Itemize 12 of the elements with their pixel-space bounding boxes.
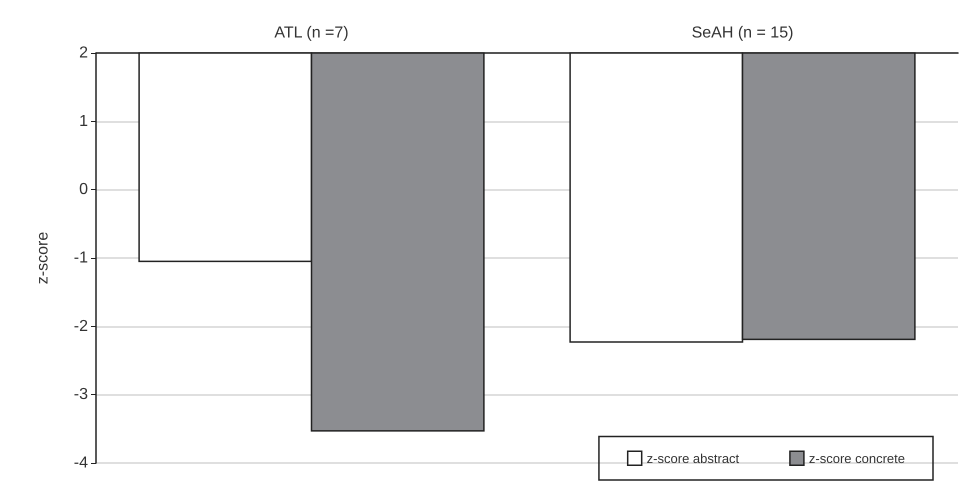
- x-tick-label: ATL (n =7): [274, 24, 349, 42]
- y-tick-label: 0: [79, 181, 88, 198]
- y-tick-label: 1: [79, 112, 88, 130]
- y-axis-title: z-score: [34, 232, 52, 284]
- x-tick-label: SeAH (n = 15): [692, 24, 794, 42]
- y-tick-label: -1: [74, 250, 88, 266]
- legend-label: z-score abstract: [646, 450, 740, 466]
- y-tick-label: -4: [74, 454, 88, 472]
- y-tick-label: 2: [79, 44, 88, 62]
- y-tick-label: -3: [74, 386, 88, 404]
- y-tick-label: -2: [74, 318, 88, 335]
- legend-label: z-score concrete: [808, 450, 906, 466]
